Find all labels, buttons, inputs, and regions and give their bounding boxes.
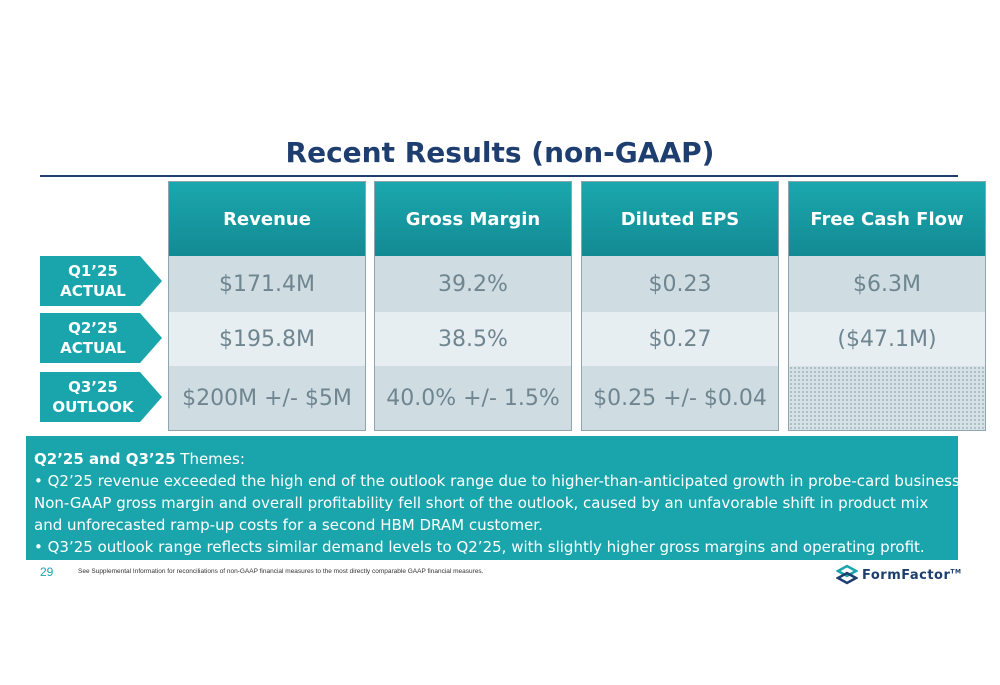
row-label-period: Q2’25 — [68, 319, 118, 337]
formfactor-logo-icon — [836, 564, 858, 585]
themes-line: Non-GAAP gross margin and overall profit… — [34, 494, 929, 512]
themes-line: • Q2’25 revenue exceeded the high end of… — [34, 472, 965, 490]
row-label-q2-actual: Q2’25 ACTUAL — [40, 313, 162, 363]
logo-wordmark: FormFactorTM — [862, 568, 961, 583]
footnote: See Supplemental Information for reconci… — [78, 568, 484, 575]
cell-q3-diluted-eps-outlook: $0.25 +/- $0.04 — [582, 366, 778, 430]
cell-q2-revenue: $195.8M — [169, 312, 365, 367]
themes-heading: Q2’25 and Q3’25 Themes: — [34, 448, 950, 470]
column-header: Revenue — [169, 182, 365, 256]
themes-line: and unforecasted ramp-up costs for a sec… — [34, 516, 543, 534]
cell-q2-diluted-eps: $0.27 — [582, 312, 778, 367]
row-label-q3-outlook: Q3’25 OUTLOOK — [40, 372, 162, 422]
column-header: Free Cash Flow — [789, 182, 985, 256]
column-free-cash-flow: Free Cash Flow $6.3M ($47.1M) — [788, 181, 986, 431]
cell-q1-free-cash-flow: $6.3M — [789, 256, 985, 313]
row-label-type: ACTUAL — [60, 339, 126, 357]
themes-heading-bold: Q2’25 and Q3’25 — [34, 450, 176, 468]
row-label-period: Q1’25 — [68, 262, 118, 280]
cell-q2-gross-margin: 38.5% — [375, 312, 571, 367]
row-label-type: ACTUAL — [60, 282, 126, 300]
slide-title: Recent Results (non-GAAP) — [285, 136, 715, 169]
formfactor-logo: FormFactorTM — [836, 564, 961, 586]
row-label-period: Q3’25 — [68, 378, 118, 396]
themes-heading-rest: Themes: — [175, 450, 245, 468]
logo-text: FormFactor — [862, 567, 951, 583]
themes-line: • Q3’25 outlook range reflects similar d… — [34, 538, 925, 556]
row-label-type: OUTLOOK — [52, 398, 134, 416]
column-header: Gross Margin — [375, 182, 571, 256]
column-diluted-eps: Diluted EPS $0.23 $0.27 $0.25 +/- $0.04 — [581, 181, 779, 431]
page-number: 29 — [40, 565, 54, 579]
column-revenue: Revenue $171.4M $195.8M $200M +/- $5M — [168, 181, 366, 431]
cell-q3-free-cash-flow-blank — [789, 366, 985, 430]
cell-q3-revenue-outlook: $200M +/- $5M — [169, 366, 365, 430]
cell-q1-diluted-eps: $0.23 — [582, 256, 778, 313]
column-header: Diluted EPS — [582, 182, 778, 256]
row-label-q1-actual: Q1’25 ACTUAL — [40, 256, 162, 306]
title-divider — [40, 175, 958, 177]
cell-q2-free-cash-flow: ($47.1M) — [789, 312, 985, 367]
themes-box: Q2’25 and Q3’25 Themes: • Q2’25 revenue … — [26, 436, 965, 560]
cell-q1-revenue: $171.4M — [169, 256, 365, 313]
cell-q1-gross-margin: 39.2% — [375, 256, 571, 313]
cell-q3-gross-margin-outlook: 40.0% +/- 1.5% — [375, 366, 571, 430]
column-gross-margin: Gross Margin 39.2% 38.5% 40.0% +/- 1.5% — [374, 181, 572, 431]
logo-trademark: TM — [950, 568, 962, 576]
